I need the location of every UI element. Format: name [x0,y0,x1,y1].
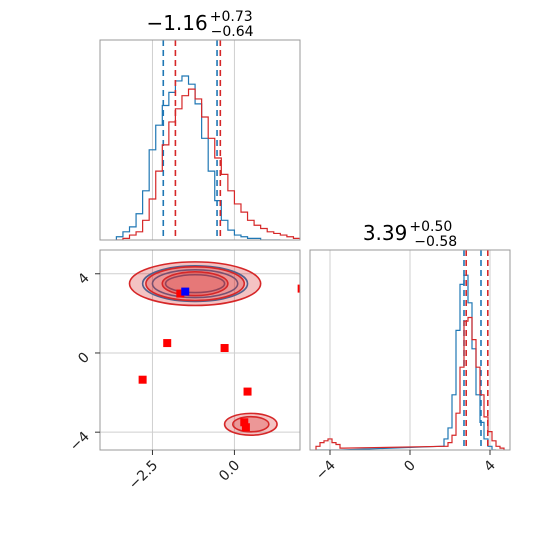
ytick-label-joint-0: 4 [75,270,93,288]
xtick-label-right-2: 4 [481,457,499,475]
axes-frame-top [99,39,301,241]
title-param-2-plus: +0.50 [409,219,452,235]
xtick-label-right-0: −4 [313,457,339,483]
title-param-1-minus: −0.64 [211,24,254,40]
contour-1-level-2 [161,270,229,297]
title-param-2-minus: −0.58 [414,234,457,250]
title-param-1-plus: +0.73 [210,9,253,25]
xtick-label-right-1: 0 [401,458,419,476]
axes-frame-joint [99,249,301,451]
marker-3 [220,344,229,353]
histogram-top-series-1 [116,88,300,240]
marker-6 [240,418,249,427]
title-param-2: 3.39 +0.50 −0.58 [363,219,457,250]
gridlines-top [151,40,235,240]
histogram-right-series-0 [316,274,496,450]
tick-labels-right: −4 0 4 [313,450,499,483]
histogram-right-series-1 [315,316,505,450]
marker-2 [163,339,172,348]
contour-0-level-1 [151,269,239,299]
xtick-label-joint-1: 0.0 [216,458,243,485]
contour-0-level-2 [164,273,226,294]
histograms-right [315,250,505,450]
title-param-2-median: 3.39 [363,221,408,245]
title-param-1: −1.16 +0.73 −0.64 [146,9,253,40]
marker-1 [181,287,190,296]
histogram-top-series-0 [115,75,281,240]
panel-joint: −2.5 0.0 4 0 −4 [67,249,301,493]
title-param-1-median: −1.16 [146,11,207,35]
gridlines-right [329,250,491,450]
contour-2-level-1 [231,415,270,433]
contour-0-level-0 [141,265,249,303]
contour-1-level-0 [128,261,262,307]
panel-marginal-param-2: −4 0 4 3.39 +0.50 −0.58 [309,219,511,483]
marker-0 [176,289,185,298]
xtick-label-joint-0: −2.5 [126,458,161,493]
joint-plot-contents [128,261,300,436]
ytick-label-joint-1: 0 [75,349,93,367]
marker-8 [297,284,300,293]
marker-4 [138,375,147,384]
marker-7 [241,423,250,432]
marker-5 [243,387,252,396]
ytick-label-joint-2: −4 [67,429,93,455]
panel-marginal-param-1: −1.16 +0.73 −0.64 [99,9,301,241]
histograms-top [115,40,300,240]
